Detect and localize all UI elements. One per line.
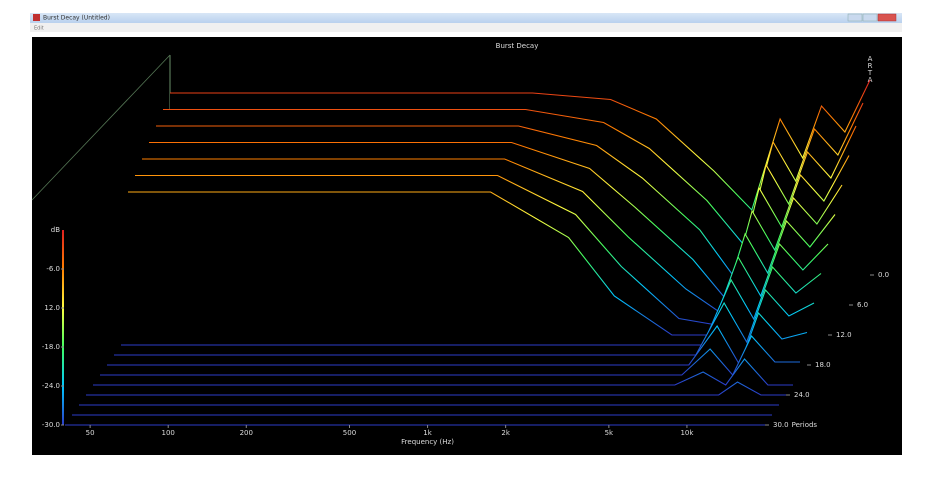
x-tick-label: 1k [423, 429, 432, 437]
z-tick-label: -30.0 [42, 421, 60, 429]
x-tick-label: 200 [240, 429, 253, 437]
decay-slice [142, 158, 843, 316]
y-tick-label: 24.0 [794, 391, 810, 399]
decay-slice [149, 141, 850, 307]
z-tick-label: -24.0 [42, 382, 60, 390]
x-tick-label: 100 [162, 429, 175, 437]
y-tick-label: 18.0 [815, 361, 831, 369]
occlusion [128, 192, 828, 335]
decay-slice [86, 381, 786, 396]
chart-title: Burst Decay [496, 42, 539, 50]
y-axis-label: Periods [792, 421, 818, 429]
decay-slice [156, 125, 857, 284]
x-tick-label: 500 [343, 429, 356, 437]
y-tick-label: 12.0 [836, 331, 852, 339]
y-tick-label: 6.0 [857, 301, 868, 309]
logo: ARTA [866, 55, 874, 83]
decay-slice [114, 288, 815, 356]
z-axis-label: dB [51, 226, 60, 234]
x-axis-label: Frequency (Hz) [401, 438, 454, 446]
maximize-button[interactable] [862, 13, 878, 22]
x-tick-label: 2k [501, 429, 510, 437]
decay-slice [107, 311, 808, 367]
side-edge [31, 54, 171, 201]
decay-slice [100, 335, 800, 376]
x-tick-label: 5k [605, 429, 614, 437]
z-tick-label: -6.0 [46, 265, 60, 273]
x-tick-label: 10k [680, 429, 694, 437]
menu-bar [30, 23, 902, 32]
window-title: Burst Decay (Untitled) [43, 15, 110, 22]
occlusion [114, 290, 814, 355]
z-tick-label: 12.0 [44, 304, 60, 312]
close-button[interactable] [877, 13, 897, 22]
decay-slice [128, 191, 829, 336]
y-tick-label: 0.0 [878, 271, 889, 279]
minimize-button[interactable] [847, 13, 863, 22]
decay-slice [135, 174, 836, 326]
decay-slice [170, 79, 871, 212]
app-icon [33, 14, 40, 21]
decay-slice [121, 265, 822, 346]
menu-item[interactable]: Edit [34, 26, 44, 32]
title-bar [30, 13, 902, 23]
y-tick-label: 30.0 [773, 421, 789, 429]
z-tick-label: -18.0 [42, 343, 60, 351]
x-tick-label: 50 [86, 429, 95, 437]
decay-slice [93, 358, 793, 386]
decay-slice [163, 102, 864, 248]
